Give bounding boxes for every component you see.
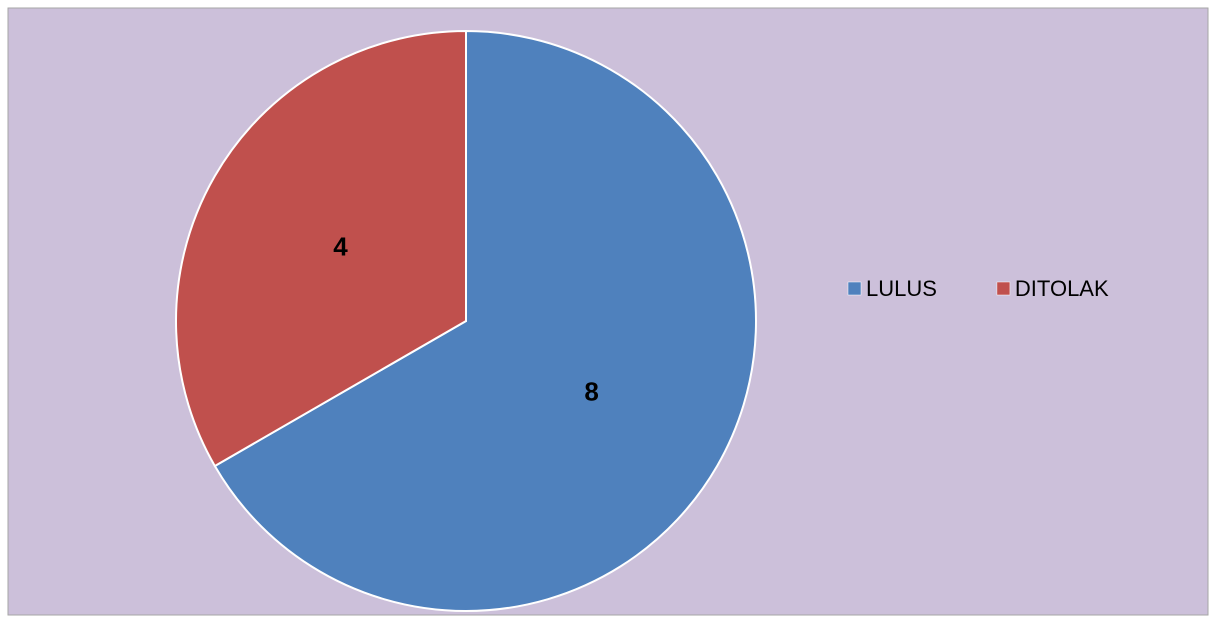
- legend-swatch: [847, 281, 862, 296]
- pie: [175, 29, 757, 612]
- legend-label: LULUS: [866, 276, 937, 301]
- data-label: 8: [584, 376, 598, 406]
- legend-swatch: [996, 281, 1011, 296]
- pie-slice: [175, 29, 467, 468]
- pie-slice: [213, 29, 757, 612]
- data-label: 4: [333, 231, 348, 261]
- legend-label: DITOLAK: [1015, 276, 1109, 301]
